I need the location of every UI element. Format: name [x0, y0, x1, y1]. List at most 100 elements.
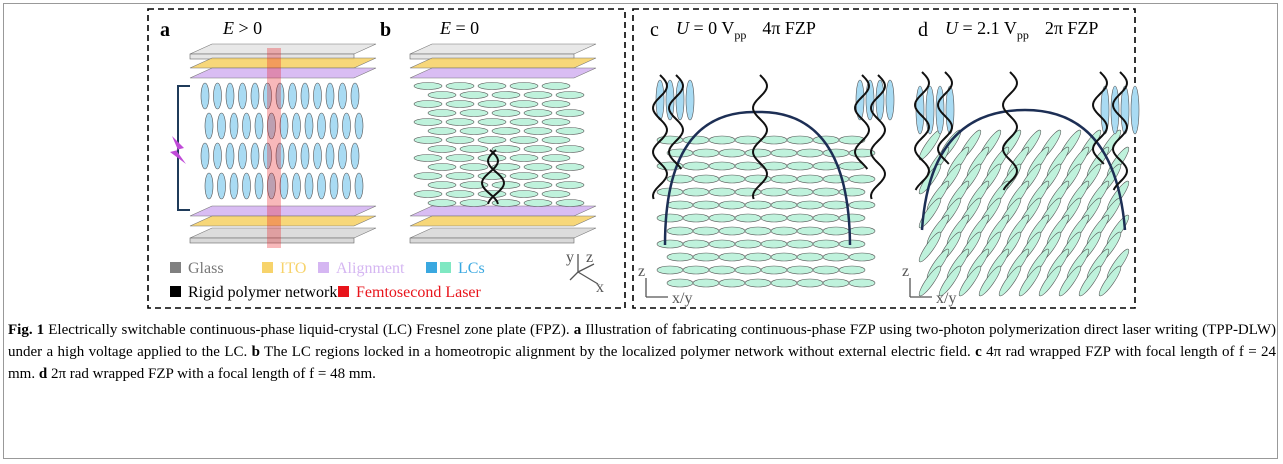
lc-molecule: [682, 135, 710, 145]
lightning-icon: [170, 136, 186, 164]
laser-beam: [267, 48, 281, 248]
lc-molecule: [204, 112, 214, 140]
caption-text: The LC regions locked in a homeotropic a…: [264, 344, 971, 360]
axis-label: z: [586, 249, 593, 266]
lc-molecule: [459, 163, 489, 171]
lc-molecule: [350, 142, 360, 170]
lc-molecule: [1078, 265, 1102, 297]
field-value: = 0: [451, 18, 479, 38]
lc-molecule: [263, 142, 272, 170]
lc-molecule: [692, 200, 720, 210]
lc-molecule: [708, 135, 736, 145]
panel-letter: d: [918, 19, 928, 41]
lc-molecule: [744, 226, 772, 236]
caption-text: 2π rad wrapped FZP with a focal length o…: [50, 366, 376, 382]
field-value: > 0: [234, 18, 262, 38]
phase-profile: [920, 108, 1127, 231]
lc-molecule: [555, 91, 585, 99]
field-var: U: [945, 18, 959, 38]
lc-molecule: [666, 252, 694, 262]
lc-molecule: [838, 239, 866, 249]
polymer-network: [1112, 71, 1128, 191]
field-value: = 2.1 V: [958, 18, 1017, 38]
lc-molecule: [325, 82, 335, 110]
legend-swatch: [426, 262, 437, 273]
layer: [409, 57, 597, 69]
lc-molecule: [918, 197, 942, 229]
lc-molecule: [329, 112, 339, 140]
figure-frame: [3, 3, 1278, 459]
lc-molecule: [413, 190, 443, 198]
lc-molecule: [838, 135, 866, 145]
lc-molecule: [523, 163, 553, 171]
lc-molecule: [477, 100, 507, 108]
lc-molecule: [427, 91, 457, 99]
caption-text: 4π rad wrapped FZP with focal length of …: [8, 344, 1277, 382]
layer: [189, 43, 377, 55]
lc-molecule: [744, 200, 772, 210]
lc-molecule: [692, 226, 720, 236]
polymer-network: [1002, 71, 1018, 191]
lc-molecule: [760, 239, 788, 249]
legend-swatch: [170, 286, 181, 297]
lc-molecule: [342, 112, 351, 140]
lc-molecule: [300, 82, 310, 110]
lc-molecule: [734, 161, 762, 171]
lc-molecule: [786, 213, 814, 223]
lc-molecule: [822, 200, 850, 210]
lc-molecule: [459, 127, 489, 135]
lc-molecule: [459, 181, 489, 189]
lc-molecule: [555, 181, 585, 189]
lc-molecule: [317, 112, 326, 140]
lc-molecule: [682, 161, 710, 171]
lc-molecule: [523, 181, 553, 189]
caption-text: Illustration of fabricating continuous-p…: [8, 322, 1276, 360]
lc-molecule: [213, 142, 222, 170]
lc-molecule: [666, 278, 694, 288]
lc-molecule: [477, 154, 507, 162]
lc-molecule: [427, 127, 457, 135]
lc-molecule: [796, 226, 824, 236]
field-value: = 0 V: [689, 18, 734, 38]
lc-molecule: [812, 187, 840, 197]
lc-molecule: [708, 161, 736, 171]
lc-molecule: [875, 79, 885, 121]
lc-molecule: [427, 199, 457, 207]
lc-molecule: [445, 154, 475, 162]
lc-molecule: [275, 142, 285, 170]
legend-swatch: [262, 262, 273, 273]
box-left: [147, 8, 626, 309]
lc-molecule: [275, 82, 285, 110]
layer-edge: [189, 237, 355, 244]
lc-molecule: [770, 174, 798, 184]
lc-molecule: [786, 161, 814, 171]
lc-molecule: [1038, 265, 1062, 297]
lc-molecule: [263, 82, 272, 110]
lc-molecule: [812, 239, 840, 249]
lc-molecule: [254, 112, 264, 140]
layer-edge: [409, 237, 575, 244]
lc-molecule: [918, 231, 942, 263]
field-var: E: [222, 18, 234, 38]
lc-molecule: [204, 172, 214, 200]
lc-molecule: [796, 278, 824, 288]
axis-label: y: [566, 249, 574, 266]
legend-label: LCs: [458, 260, 485, 277]
lc-molecule: [786, 239, 814, 249]
lc-molecule: [523, 91, 553, 99]
caption-marker: a: [573, 322, 582, 338]
lc-molecule: [329, 172, 339, 200]
field-var: E: [439, 18, 451, 38]
lc-molecule: [317, 172, 326, 200]
legend-swatch: [318, 262, 329, 273]
lc-molecule: [682, 265, 710, 275]
polymer-network: [937, 71, 953, 165]
lc-molecule: [1058, 265, 1082, 297]
lc-molecule: [692, 252, 720, 262]
lc-molecule: [491, 199, 521, 207]
lc-molecule: [523, 127, 553, 135]
lc-molecule: [459, 91, 489, 99]
axis-label: z: [902, 263, 909, 280]
